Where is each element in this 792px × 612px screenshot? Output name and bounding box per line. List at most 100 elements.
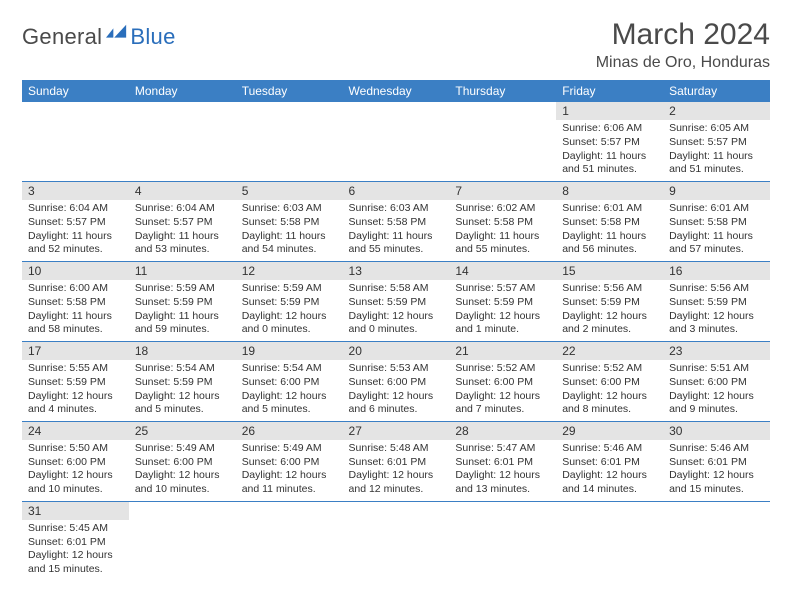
day-number: 16 [663,262,770,280]
sunrise-text: Sunrise: 6:06 AM [562,122,657,136]
day-details: Sunrise: 5:49 AMSunset: 6:00 PMDaylight:… [236,440,343,501]
day-number [236,502,343,520]
calendar-week-row: 17Sunrise: 5:55 AMSunset: 5:59 PMDayligh… [22,341,770,421]
sunrise-text: Sunrise: 6:03 AM [349,202,444,216]
sunset-text: Sunset: 5:59 PM [28,376,123,390]
day-details: Sunrise: 5:45 AMSunset: 6:01 PMDaylight:… [22,520,129,581]
sunset-text: Sunset: 6:00 PM [242,376,337,390]
day-details: Sunrise: 5:47 AMSunset: 6:01 PMDaylight:… [449,440,556,501]
header: General Blue March 2024 Minas de Oro, Ho… [22,18,770,72]
day-number: 25 [129,422,236,440]
day-number [449,502,556,520]
day-details: Sunrise: 5:51 AMSunset: 6:00 PMDaylight:… [663,360,770,421]
weekday-header: Saturday [663,80,770,102]
calendar-day-cell [236,102,343,181]
title-block: March 2024 Minas de Oro, Honduras [596,18,770,72]
weekday-header: Thursday [449,80,556,102]
daylight-text: Daylight: 12 hours and 0 minutes. [242,310,337,337]
sunrise-text: Sunrise: 5:52 AM [562,362,657,376]
day-details: Sunrise: 5:46 AMSunset: 6:01 PMDaylight:… [663,440,770,501]
sunrise-text: Sunrise: 5:56 AM [562,282,657,296]
day-details: Sunrise: 5:57 AMSunset: 5:59 PMDaylight:… [449,280,556,341]
logo-text-dark: General [22,24,102,50]
sunrise-text: Sunrise: 5:54 AM [135,362,230,376]
calendar-day-cell: 19Sunrise: 5:54 AMSunset: 6:00 PMDayligh… [236,341,343,421]
calendar-day-cell: 17Sunrise: 5:55 AMSunset: 5:59 PMDayligh… [22,341,129,421]
sunrise-text: Sunrise: 5:55 AM [28,362,123,376]
day-number: 8 [556,182,663,200]
daylight-text: Daylight: 11 hours and 55 minutes. [455,230,550,257]
calendar-week-row: 3Sunrise: 6:04 AMSunset: 5:57 PMDaylight… [22,181,770,261]
sunrise-text: Sunrise: 5:50 AM [28,442,123,456]
calendar-day-cell: 10Sunrise: 6:00 AMSunset: 5:58 PMDayligh… [22,261,129,341]
calendar-week-row: 1Sunrise: 6:06 AMSunset: 5:57 PMDaylight… [22,102,770,181]
calendar-day-cell: 9Sunrise: 6:01 AMSunset: 5:58 PMDaylight… [663,181,770,261]
day-details: Sunrise: 6:03 AMSunset: 5:58 PMDaylight:… [343,200,450,261]
day-details: Sunrise: 5:53 AMSunset: 6:00 PMDaylight:… [343,360,450,421]
calendar-day-cell [129,102,236,181]
sunset-text: Sunset: 6:00 PM [455,376,550,390]
daylight-text: Daylight: 12 hours and 5 minutes. [135,390,230,417]
day-number [343,102,450,120]
day-number: 9 [663,182,770,200]
calendar-day-cell: 20Sunrise: 5:53 AMSunset: 6:00 PMDayligh… [343,341,450,421]
sunset-text: Sunset: 6:01 PM [562,456,657,470]
sunrise-text: Sunrise: 6:04 AM [135,202,230,216]
day-number: 3 [22,182,129,200]
day-number: 26 [236,422,343,440]
day-details: Sunrise: 6:04 AMSunset: 5:57 PMDaylight:… [22,200,129,261]
sunset-text: Sunset: 5:57 PM [562,136,657,150]
calendar-day-cell: 21Sunrise: 5:52 AMSunset: 6:00 PMDayligh… [449,341,556,421]
day-number: 18 [129,342,236,360]
day-number: 24 [22,422,129,440]
daylight-text: Daylight: 11 hours and 52 minutes. [28,230,123,257]
day-details: Sunrise: 5:56 AMSunset: 5:59 PMDaylight:… [663,280,770,341]
weekday-header: Wednesday [343,80,450,102]
day-details: Sunrise: 6:02 AMSunset: 5:58 PMDaylight:… [449,200,556,261]
sunrise-text: Sunrise: 5:46 AM [669,442,764,456]
day-number: 5 [236,182,343,200]
sunset-text: Sunset: 6:00 PM [562,376,657,390]
daylight-text: Daylight: 12 hours and 10 minutes. [28,469,123,496]
day-number: 14 [449,262,556,280]
weekday-header: Tuesday [236,80,343,102]
calendar-day-cell [343,102,450,181]
sunrise-text: Sunrise: 5:49 AM [135,442,230,456]
day-number: 30 [663,422,770,440]
calendar-day-cell: 7Sunrise: 6:02 AMSunset: 5:58 PMDaylight… [449,181,556,261]
daylight-text: Daylight: 12 hours and 10 minutes. [135,469,230,496]
sunrise-text: Sunrise: 5:59 AM [242,282,337,296]
calendar-day-cell: 26Sunrise: 5:49 AMSunset: 6:00 PMDayligh… [236,421,343,501]
sunset-text: Sunset: 5:59 PM [135,376,230,390]
daylight-text: Daylight: 11 hours and 51 minutes. [562,150,657,177]
sunset-text: Sunset: 5:59 PM [669,296,764,310]
sunset-text: Sunset: 5:59 PM [455,296,550,310]
sunrise-text: Sunrise: 5:47 AM [455,442,550,456]
daylight-text: Daylight: 11 hours and 51 minutes. [669,150,764,177]
day-details: Sunrise: 5:52 AMSunset: 6:00 PMDaylight:… [449,360,556,421]
day-number: 27 [343,422,450,440]
daylight-text: Daylight: 11 hours and 59 minutes. [135,310,230,337]
sunset-text: Sunset: 6:00 PM [349,376,444,390]
sunset-text: Sunset: 5:57 PM [28,216,123,230]
daylight-text: Daylight: 11 hours and 58 minutes. [28,310,123,337]
calendar-day-cell [22,102,129,181]
day-number: 22 [556,342,663,360]
daylight-text: Daylight: 12 hours and 8 minutes. [562,390,657,417]
day-number: 4 [129,182,236,200]
calendar-day-cell [236,501,343,580]
location: Minas de Oro, Honduras [596,54,770,72]
day-details: Sunrise: 5:54 AMSunset: 6:00 PMDaylight:… [236,360,343,421]
daylight-text: Daylight: 11 hours and 53 minutes. [135,230,230,257]
day-number: 29 [556,422,663,440]
daylight-text: Daylight: 12 hours and 13 minutes. [455,469,550,496]
logo-text-blue: Blue [130,24,175,50]
day-details: Sunrise: 5:52 AMSunset: 6:00 PMDaylight:… [556,360,663,421]
sunrise-text: Sunrise: 6:01 AM [669,202,764,216]
calendar-day-cell: 1Sunrise: 6:06 AMSunset: 5:57 PMDaylight… [556,102,663,181]
daylight-text: Daylight: 12 hours and 0 minutes. [349,310,444,337]
sunset-text: Sunset: 5:59 PM [135,296,230,310]
sunset-text: Sunset: 5:58 PM [562,216,657,230]
calendar-day-cell: 25Sunrise: 5:49 AMSunset: 6:00 PMDayligh… [129,421,236,501]
calendar-day-cell [343,501,450,580]
